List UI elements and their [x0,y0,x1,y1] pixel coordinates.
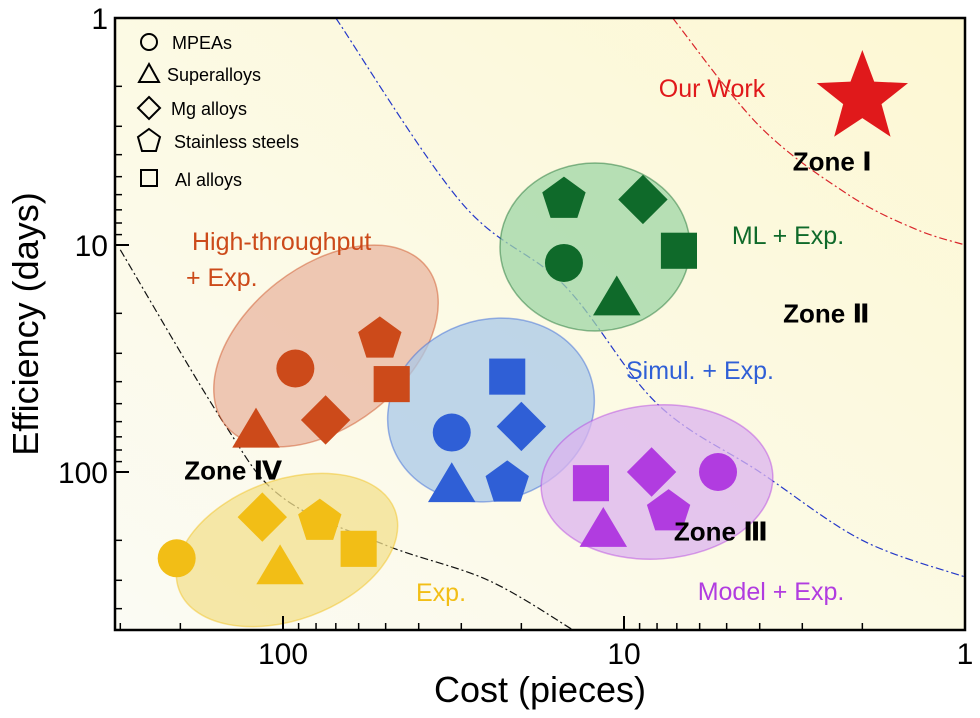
circle-marker [432,413,471,452]
y-tick-label: 100 [58,457,108,490]
group-label: Model + Exp. [698,578,845,606]
legend-item-mpeas: MPEAs [140,33,232,53]
group-label: Simul. + Exp. [626,357,774,385]
plot-frame [113,16,967,632]
legend-item-mg-alloys: Mg alloys [136,95,247,121]
circle-marker [157,539,196,578]
legend-item-stainless-steels: Stainless steels [136,127,299,152]
boundary-curve [672,18,965,246]
triangle-marker [256,544,304,585]
legend-label-superalloys: Superalloys [167,65,261,85]
data-points [157,49,908,585]
legend-diamond-icon [136,95,162,121]
y-tick-label: 10 [75,230,108,263]
legend-label-mg-alloys: Mg alloys [171,99,247,119]
pentagon-marker [542,176,586,218]
diamond-marker [300,395,351,445]
pentagon-marker [485,460,529,502]
triangle-marker [232,407,280,448]
annotations: High-throughput + Exp. Simul. + Exp. ML + E… [184,75,872,607]
triangle-marker [579,506,628,547]
group-label: ML + Exp. [732,222,844,250]
square-marker [572,465,610,502]
diamond-marker [626,447,677,497]
circle-marker [544,243,583,282]
legend-pentagon-icon [136,127,162,152]
triangle-marker [593,275,641,316]
legend-label-mpeas: MPEAs [172,33,232,53]
zone-label: Zone Ⅰ [793,147,872,177]
zone-label: Zone Ⅲ [674,516,768,546]
pentagon-marker [358,316,402,358]
legend-label-stainless-steels: Stainless steels [174,132,299,152]
group-label: High-throughput [192,228,371,256]
legend-item-al-alloys: Al alloys [140,169,242,190]
legend-item-superalloys: Superalloys [137,61,261,85]
x-axis-title: Cost (pieces) [434,669,646,710]
x-tick-label: 100 [258,638,308,671]
square-marker [489,358,526,395]
legend-square-icon [140,169,158,187]
square-marker [340,530,377,567]
x-tick-label: 10 [607,638,640,671]
pentagon-marker [298,498,342,540]
triangle-marker [427,462,476,503]
zone-label: Zone Ⅳ [184,456,282,486]
legend-triangle-icon [137,61,161,83]
zone-label: Zone Ⅱ [783,299,869,329]
circle-marker [276,349,315,388]
group-label: + Exp. [186,264,258,292]
legend-label-al-alloys: Al alloys [175,170,242,190]
x-tick-label: 1 [957,638,974,671]
y-tick-label: 1 [91,3,108,36]
pentagon-marker [646,489,691,531]
y-axis-title: Efficiency (days) [5,192,46,455]
group-label: Exp. [416,579,466,607]
diamond-marker [496,401,547,452]
legend-circle-icon [140,33,158,51]
boundary-curve [335,18,965,578]
diamond-marker [237,492,288,542]
circle-marker [699,453,738,491]
region-exp [175,472,399,628]
our-work-label: Our Work [659,75,766,103]
square-marker [660,232,698,269]
diamond-marker [618,174,668,225]
legend: MPEAs Superalloys Mg alloys Stainless st… [136,33,299,190]
square-marker [373,366,410,403]
our-work-star [816,49,908,137]
